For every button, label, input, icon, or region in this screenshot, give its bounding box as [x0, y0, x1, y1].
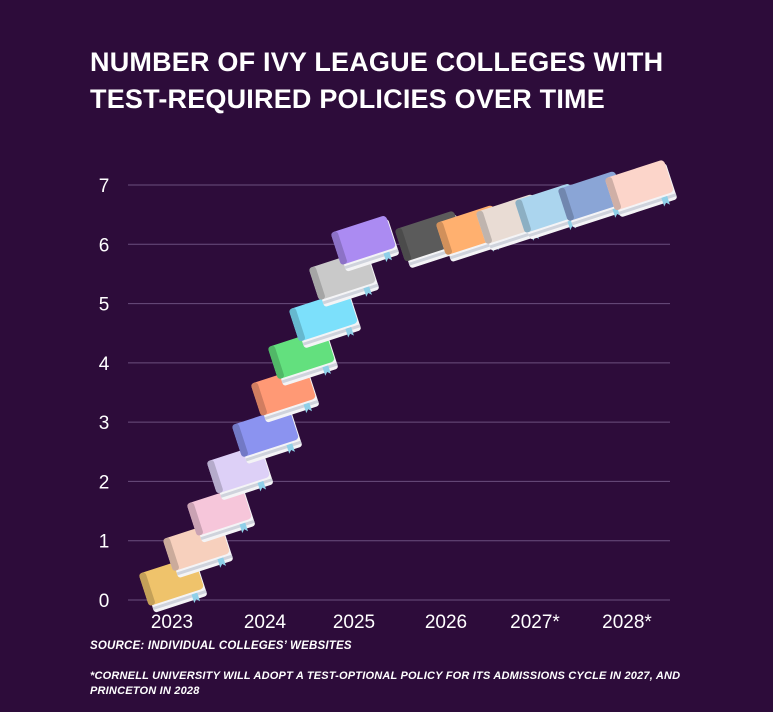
book-mark-7 — [289, 291, 361, 348]
y-tick-label: 2 — [99, 472, 110, 493]
footnote: *CORNELL UNIVERSITY WILL ADOPT A TEST-OP… — [90, 670, 681, 697]
y-tick-label: 6 — [99, 235, 110, 256]
x-tick-label: 2027* — [510, 612, 560, 633]
x-tick-label: 2028* — [602, 612, 652, 633]
y-tick-label: 5 — [99, 295, 110, 316]
x-tick-label: 2024 — [244, 612, 287, 633]
x-axis-ticks: 2023 2024 2025 2026 2027* 2028* — [151, 612, 653, 633]
y-axis-ticks: 0 1 2 3 4 5 6 7 — [99, 176, 110, 612]
y-tick-label: 1 — [99, 532, 110, 553]
y-tick-label: 7 — [99, 176, 110, 197]
book-stack — [139, 160, 677, 613]
y-tick-label: 0 — [99, 591, 110, 612]
y-tick-label: 4 — [99, 354, 110, 375]
book-mark-15 — [605, 160, 677, 217]
book-mark-2 — [187, 487, 255, 543]
x-tick-label: 2026 — [425, 612, 467, 633]
chart-title: NUMBER OF IVY LEAGUE COLLEGES WITH TEST-… — [90, 47, 664, 114]
x-tick-label: 2025 — [333, 612, 375, 633]
y-tick-label: 3 — [99, 413, 110, 434]
book-mark-9 — [331, 216, 399, 272]
x-tick-label: 2023 — [151, 612, 193, 633]
book-mark-4 — [232, 407, 302, 464]
source-note: SOURCE: INDIVIDUAL COLLEGES’ WEBSITES — [90, 640, 352, 652]
